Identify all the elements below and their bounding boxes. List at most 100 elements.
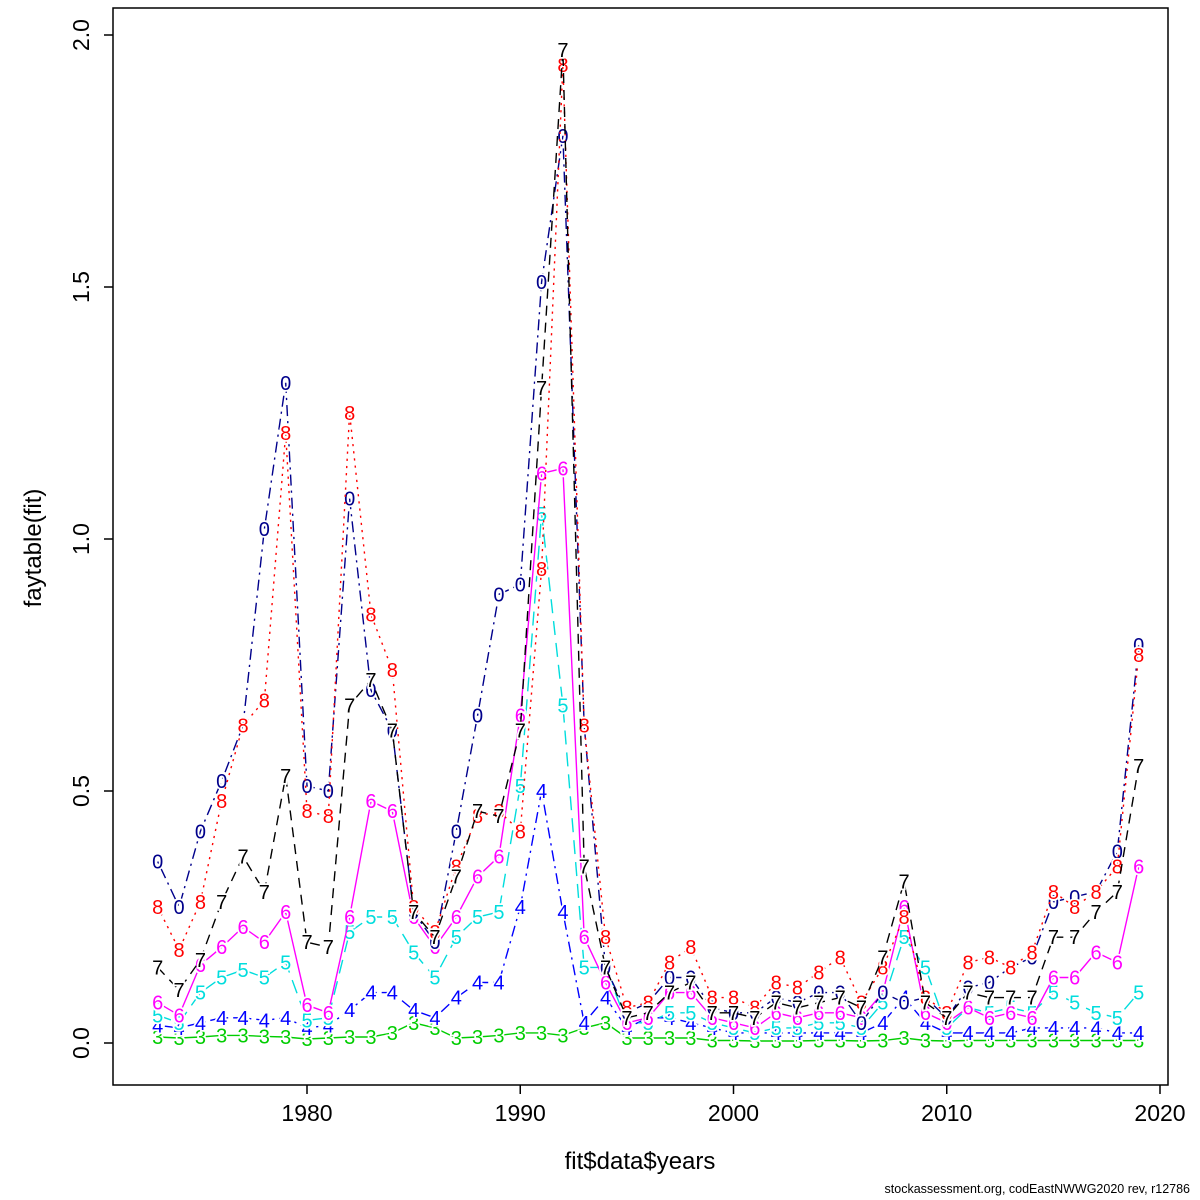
series-point-marker-age-5: 5 [280,952,291,974]
series-point-marker-age-7: 7 [536,378,547,400]
series-point-marker-age-6: 6 [1133,857,1144,879]
series-point-marker-age-6: 6 [344,907,355,929]
series-point-marker-age-0: 0 [387,721,398,743]
series-point-marker-age-8: 8 [728,988,739,1010]
series-point-marker-age-5: 5 [429,967,440,989]
series-point-marker-age-4: 4 [323,1015,334,1037]
series-point-marker-age-6: 6 [963,998,974,1020]
series-point-marker-age-3: 3 [429,1018,440,1040]
series-point-marker-age-7: 7 [237,847,248,869]
series-point-marker-age-4: 4 [1048,1018,1059,1040]
series-point-marker-age-5: 5 [173,1013,184,1035]
x-axis-tick-label: 1980 [281,1100,332,1126]
series-point-marker-age-7: 7 [1026,988,1037,1010]
series-point-marker-age-3: 3 [707,1030,718,1052]
series-point-marker-age-6: 6 [749,1018,760,1040]
series-point-marker-age-0: 0 [792,993,803,1015]
series-point-marker-age-7: 7 [664,983,675,1005]
series-point-marker-age-0: 0 [984,973,995,995]
series-point-marker-age-4: 4 [1069,1018,1080,1040]
series-point-marker-age-5: 5 [835,1013,846,1035]
series-point-marker-age-3: 3 [579,1018,590,1040]
series-point-marker-age-6: 6 [899,897,910,919]
series-point-marker-age-6: 6 [1069,967,1080,989]
series-point-marker-age-7: 7 [152,957,163,979]
series-point-marker-age-5: 5 [856,1018,867,1040]
series-point-marker-age-5: 5 [472,907,483,929]
series-point-marker-age-3: 3 [1048,1030,1059,1052]
x-axis-tick-label: 2010 [921,1100,972,1126]
series-point-marker-age-0: 0 [152,852,163,874]
series-point-marker-age-5: 5 [579,957,590,979]
series-point-marker-age-0: 0 [963,978,974,1000]
series-point-marker-age-8: 8 [963,952,974,974]
series-point-marker-age-4: 4 [664,1008,675,1030]
series-point-marker-age-6: 6 [771,1003,782,1025]
series-point-marker-age-6: 6 [536,463,547,485]
series-point-marker-age-7: 7 [301,932,312,954]
series-point-marker-age-6: 6 [920,1003,931,1025]
series-point-marker-age-3: 3 [173,1028,184,1050]
x-axis-tick-label: 1990 [495,1100,546,1126]
series-point-marker-age-6: 6 [408,907,419,929]
series-line-age-7 [157,50,1140,1019]
series-point-marker-age-6: 6 [387,801,398,823]
series-point-marker-age-5: 5 [557,695,568,717]
series-point-marker-age-3: 3 [963,1030,974,1052]
series-point-marker-age-8: 8 [344,403,355,425]
series-point-marker-age-7: 7 [259,882,270,904]
series-point-marker-age-5: 5 [963,998,974,1020]
series-point-marker-age-4: 4 [259,1010,270,1032]
series-point-marker-age-6: 6 [365,791,376,813]
series-point-marker-age-5: 5 [707,1013,718,1035]
series-point-marker-age-7: 7 [813,993,824,1015]
series-point-marker-age-0: 0 [173,897,184,919]
series-point-marker-age-7: 7 [365,670,376,692]
series-point-marker-age-4: 4 [579,1013,590,1035]
series-point-marker-age-7: 7 [707,1003,718,1025]
series-point-marker-age-0: 0 [1048,892,1059,914]
series-point-marker-age-3: 3 [941,1031,952,1053]
series-point-marker-age-4: 4 [536,781,547,803]
series-point-marker-age-6: 6 [877,983,888,1005]
series-point-marker-age-3: 3 [259,1026,270,1048]
series-point-marker-age-8: 8 [216,791,227,813]
series-point-marker-age-5: 5 [1133,983,1144,1005]
series-point-marker-age-8: 8 [280,423,291,445]
series-point-marker-age-0: 0 [1133,635,1144,657]
series-point-marker-age-8: 8 [1133,645,1144,667]
series-point-marker-age-5: 5 [792,1018,803,1040]
series-point-marker-age-3: 3 [643,1028,654,1050]
series-line-age-0 [157,135,1140,1025]
series-point-marker-age-5: 5 [301,1010,312,1032]
series-point-marker-age-6: 6 [579,927,590,949]
series-point-marker-age-7: 7 [1005,988,1016,1010]
series-point-marker-age-8: 8 [152,897,163,919]
x-axis-title: fit$data$years [564,1148,716,1175]
series-point-marker-age-5: 5 [1005,998,1016,1020]
series-point-marker-age-3: 3 [835,1030,846,1052]
series-point-marker-age-7: 7 [835,988,846,1010]
series-point-marker-age-6: 6 [728,1013,739,1035]
series-point-marker-age-7: 7 [323,937,334,959]
series-point-marker-age-7: 7 [941,1008,952,1030]
series-point-marker-age-0: 0 [323,781,334,803]
series-line-age-3 [157,1022,1139,1042]
series-point-marker-age-0: 0 [664,967,675,989]
series-point-marker-age-7: 7 [429,927,440,949]
series-point-marker-age-0: 0 [280,373,291,395]
series-point-marker-age-3: 3 [1069,1030,1080,1052]
series-point-marker-age-7: 7 [408,902,419,924]
series-point-marker-age-6: 6 [216,937,227,959]
series-point-marker-age-3: 3 [280,1027,291,1049]
series-point-marker-age-5: 5 [237,960,248,982]
series-point-marker-age-6: 6 [259,932,270,954]
series-point-marker-age-5: 5 [259,967,270,989]
y-axis-title: faytable(fit) [20,488,47,608]
series-point-marker-age-6: 6 [515,705,526,727]
series-point-marker-age-6: 6 [792,1008,803,1030]
series-point-marker-age-6: 6 [1090,942,1101,964]
series-point-marker-age-0: 0 [1005,957,1016,979]
series-point-marker-age-7: 7 [899,872,910,894]
series-point-marker-age-8: 8 [771,973,782,995]
